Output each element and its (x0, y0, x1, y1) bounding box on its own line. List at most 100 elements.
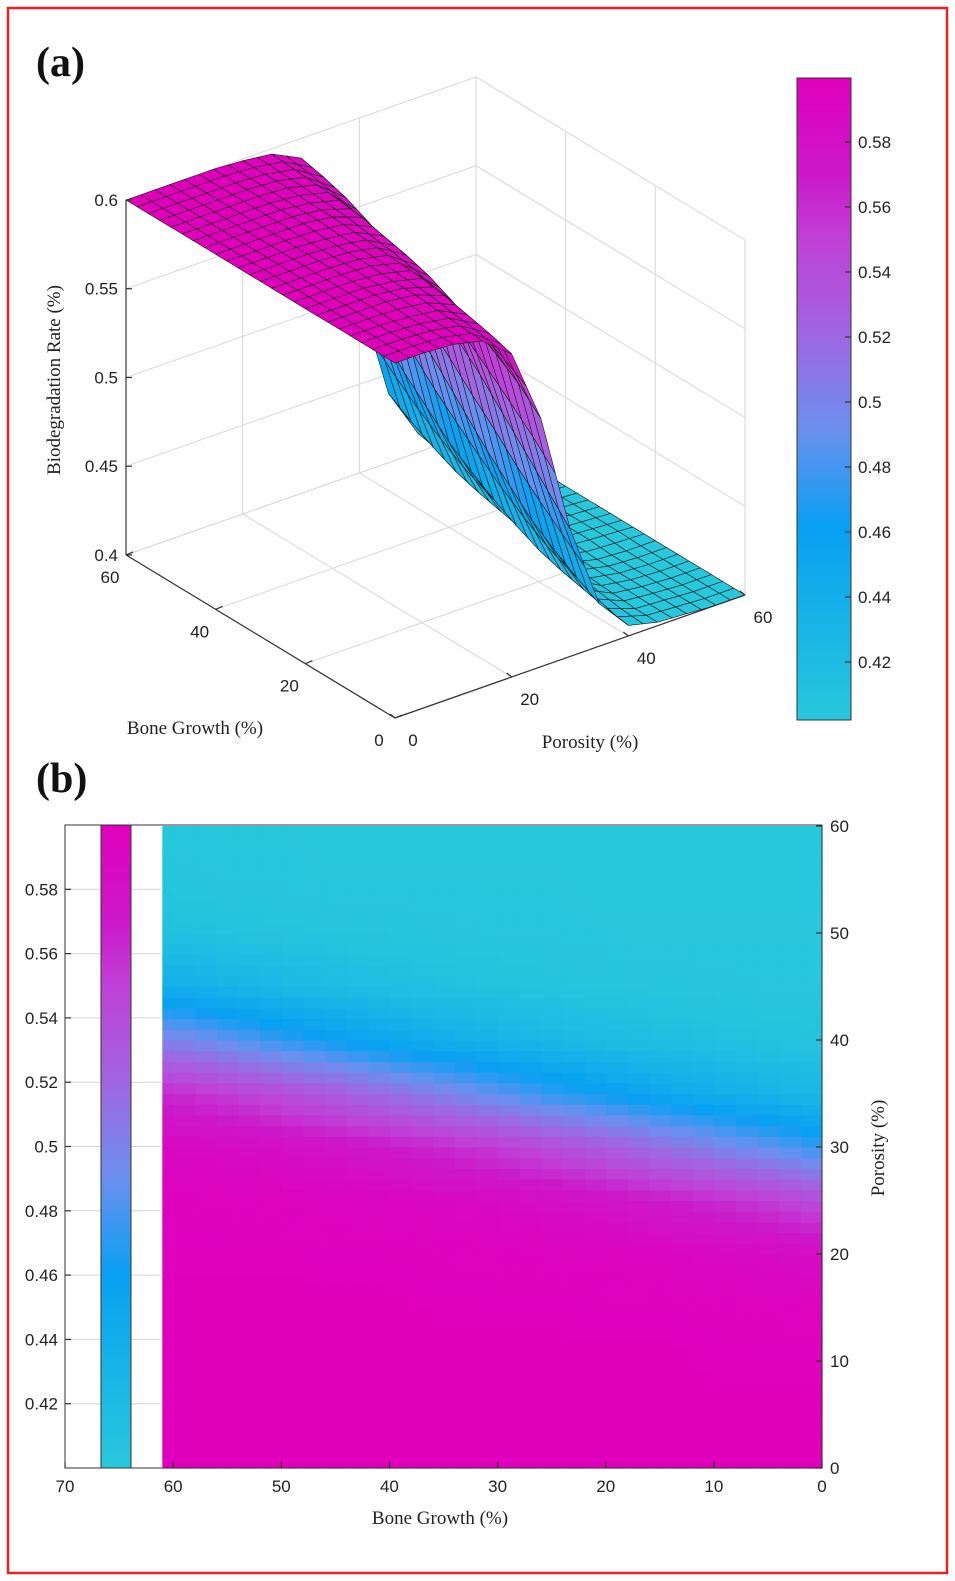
heatmap-cell (605, 1050, 628, 1062)
heatmap-cell (346, 1168, 369, 1180)
heatmap-cell (519, 1403, 542, 1416)
heatmap-cell (162, 1339, 174, 1351)
heatmap-cell (454, 1018, 477, 1030)
heatmap-cell (562, 1029, 585, 1041)
heatmap-cell (411, 1254, 434, 1266)
heatmap-cell (216, 1147, 239, 1159)
heatmap-cell (216, 1425, 239, 1437)
heatmap-cell (800, 922, 823, 934)
heatmap-cell (432, 1254, 455, 1266)
heatmap-cell (454, 1007, 477, 1020)
heatmap-cell (346, 1435, 369, 1448)
heatmap-cell (346, 1243, 369, 1255)
heatmap-cell (519, 1328, 542, 1341)
heatmap-cell (432, 1093, 455, 1105)
heatmap-cell (800, 1114, 823, 1127)
heatmap-cell (649, 890, 672, 902)
heatmap-cell (432, 868, 455, 881)
bone-growth-tick-label: 20 (280, 677, 299, 696)
heatmap-cell (562, 1168, 585, 1180)
heatmap-cell (238, 1114, 261, 1127)
heatmap-cell (757, 1275, 780, 1287)
heatmap-cell (605, 1211, 628, 1223)
heatmap-cell (649, 1125, 672, 1137)
heatmap-cell (476, 997, 499, 1009)
heatmap-cell (562, 1082, 585, 1095)
panel-a-label: (a) (36, 40, 85, 86)
heatmap-cell (281, 1125, 304, 1137)
heatmap-cell (389, 1211, 412, 1223)
heatmap-cell (757, 1082, 780, 1095)
heatmap-cell (367, 1393, 390, 1405)
heatmap-cell (216, 986, 239, 998)
heatmap-cell (713, 1200, 737, 1212)
heatmap-cell (454, 975, 477, 988)
heatmap-cell (605, 933, 628, 945)
heatmap-cell (670, 1243, 693, 1255)
heatmap-cell (476, 1221, 499, 1234)
heatmap-cell (389, 1414, 412, 1426)
heatmap-cell (497, 1072, 520, 1084)
heatmap-cell (194, 826, 217, 838)
heatmap-cell (562, 1435, 585, 1448)
heatmap-cell (735, 986, 758, 998)
heatmap-cell (627, 986, 650, 998)
heatmap-cell (281, 943, 304, 955)
heatmap-cell (411, 943, 434, 955)
heatmap-cell (281, 858, 304, 870)
heatmap-cell (346, 954, 369, 966)
colorbar-a (796, 77, 852, 721)
heatmap-cell (670, 1211, 693, 1223)
heatmap-cell (778, 1350, 801, 1362)
heatmap-cell (302, 1082, 326, 1095)
heatmap-cell (540, 1307, 563, 1319)
heatmap-cell (454, 1211, 477, 1223)
heatmap-cell (173, 911, 196, 923)
heatmap-cell (302, 1168, 326, 1180)
heatmap-cell (162, 911, 174, 923)
heatmap-cell (713, 1254, 737, 1266)
heatmap-cell (670, 922, 693, 934)
heatmap-cell (238, 1050, 261, 1062)
colorbar-a-tick-label: 0.46 (858, 523, 891, 542)
heatmap-cell (173, 1040, 196, 1052)
heatmap-cell (519, 1018, 542, 1030)
heatmap-cell (194, 1414, 217, 1426)
heatmap-cell (713, 890, 737, 902)
heatmap-cell (238, 997, 261, 1009)
heatmap-cell (627, 826, 650, 838)
heatmap-cell (562, 1361, 585, 1373)
colorbar-a-tick-label: 0.54 (858, 263, 891, 282)
heatmap-cell (497, 1361, 520, 1373)
heatmap-cell (411, 911, 434, 923)
heatmap-cell (627, 1157, 650, 1169)
heatmap-cell (649, 1264, 672, 1276)
heatmap-cell (649, 911, 672, 923)
heatmap-cell (540, 1446, 563, 1458)
heatmap-cell (627, 1040, 650, 1052)
heatmap-cell (411, 1457, 434, 1469)
heatmap-cell (346, 1339, 369, 1351)
heatmap-cell (562, 1189, 585, 1202)
heatmap-cell (346, 1403, 369, 1416)
heatmap-cell (411, 1296, 434, 1309)
heatmap-cell (519, 879, 542, 891)
heatmap-cell (476, 1061, 499, 1073)
heatmap-cell (735, 879, 758, 891)
heatmap-cell (670, 1157, 693, 1169)
heatmap-cell (584, 954, 607, 966)
heatmap-cell (432, 847, 455, 859)
heatmap-cell (800, 1254, 823, 1266)
heatmap-cell (476, 1403, 499, 1416)
heatmap-cell (670, 1275, 693, 1287)
heatmap-cell (670, 1371, 693, 1383)
heatmap-cell (713, 1029, 737, 1041)
heatmap-cell (757, 1243, 780, 1255)
heatmap-cell (497, 1061, 520, 1073)
heatmap-cell (162, 1168, 174, 1180)
heatmap-cell (216, 1361, 239, 1373)
heatmap-cell (778, 1157, 801, 1169)
heatmap-cell (778, 943, 801, 955)
colorbar-b-tick-label: 0.44 (25, 1330, 58, 1349)
heatmap-cell (259, 1147, 282, 1159)
